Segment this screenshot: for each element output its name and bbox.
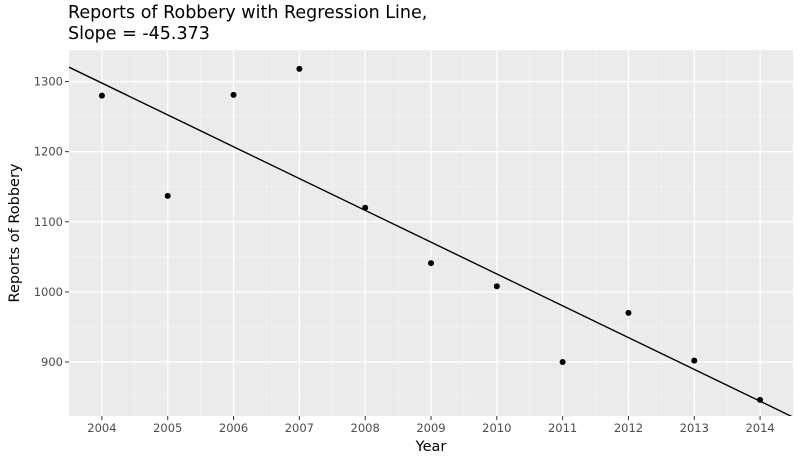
minor-gridlines xyxy=(69,50,793,416)
data-point xyxy=(362,204,369,211)
x-tick-label: 2007 xyxy=(285,421,314,435)
data-point xyxy=(625,309,632,316)
x-tick-label: 2006 xyxy=(219,421,248,435)
x-tick-label: 2011 xyxy=(548,421,577,435)
data-point xyxy=(230,91,237,98)
data-point xyxy=(493,283,500,290)
x-tick-label: 2005 xyxy=(153,421,182,435)
y-tick-label: 1000 xyxy=(34,285,63,299)
data-point xyxy=(428,260,434,267)
y-tick-label: 1300 xyxy=(34,75,63,89)
data-point xyxy=(296,65,303,72)
y-axis-ticks: 900 1000 1100 1200 1300 xyxy=(34,75,69,369)
chart-title: Reports of Robbery with Regression Line,… xyxy=(68,3,427,45)
x-tick-label: 2013 xyxy=(680,421,709,435)
chart-title-line-2: Slope = -45.373 xyxy=(68,24,210,44)
data-point xyxy=(164,192,171,199)
y-tick-label: 1200 xyxy=(34,145,63,159)
x-tick-label: 2009 xyxy=(416,421,445,435)
major-gridlines xyxy=(69,50,793,416)
data-point xyxy=(98,92,105,99)
y-axis-title: Reports of Robbery xyxy=(7,163,23,302)
x-axis-ticks: 2004 2005 2006 2007 2008 2009 2010 2011 2012 2013… xyxy=(87,416,775,435)
x-tick-label: 2010 xyxy=(482,421,511,435)
chart-title-line-1: Reports of Robbery with Regression Line, xyxy=(68,3,428,23)
x-tick-label: 2014 xyxy=(745,421,774,435)
x-tick-label: 2008 xyxy=(351,421,380,435)
x-axis-title: Year xyxy=(415,439,447,455)
regression-line xyxy=(69,66,793,416)
x-tick-label: 2004 xyxy=(87,421,116,435)
data-points xyxy=(98,65,764,403)
data-point xyxy=(691,357,698,364)
y-tick-label: 1100 xyxy=(34,215,63,229)
x-tick-label: 2012 xyxy=(614,421,643,435)
regression-line-group xyxy=(69,66,793,416)
data-point xyxy=(559,359,566,366)
data-point xyxy=(757,396,764,403)
y-tick-label: 900 xyxy=(41,355,63,369)
